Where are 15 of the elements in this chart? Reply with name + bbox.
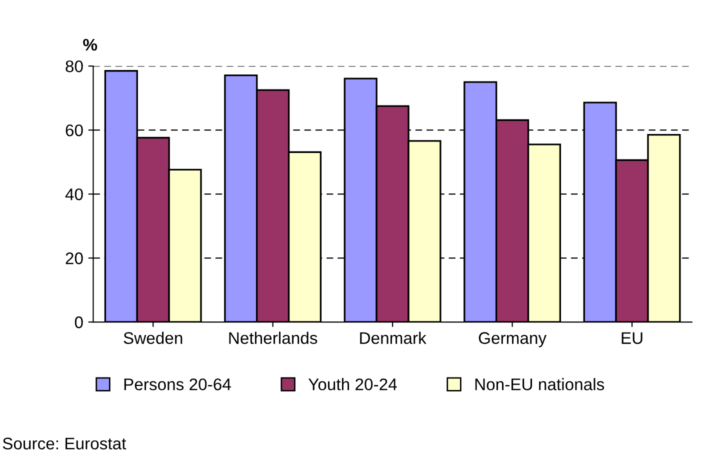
y-axis-title: %	[83, 38, 98, 51]
x-tick-label: Germany	[478, 332, 547, 348]
y-tick-label: 80	[66, 60, 83, 72]
y-tick-label: 0	[74, 316, 83, 328]
x-tick-label: Sweden	[124, 332, 182, 344]
legend-label: Youth 20-24	[308, 378, 397, 390]
y-tick-label: 40	[65, 188, 83, 200]
source-note: Source: Eurostat	[2, 438, 126, 450]
x-tick-label: EU	[622, 332, 642, 344]
y-tick-label: 60	[66, 124, 83, 136]
legend-label: Non-EU nationals	[475, 378, 604, 390]
x-tick-label: Denmark	[360, 332, 426, 344]
y-tick-label: 20	[66, 252, 83, 264]
x-tick-label: Netherlands	[229, 332, 318, 344]
legend-label: Persons 20-64	[124, 378, 231, 390]
